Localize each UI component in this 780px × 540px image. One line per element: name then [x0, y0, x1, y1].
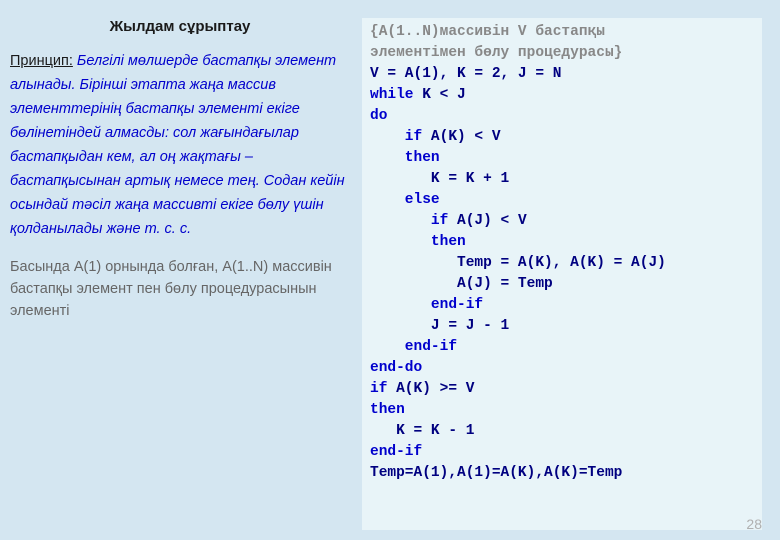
page-number: 28 [746, 516, 762, 532]
principle-text: Белгілі мөлшерде бастапқы элемент алынад… [10, 53, 345, 237]
code-line: then [370, 232, 754, 253]
code-line: end-do [370, 358, 754, 379]
code-line: J = J - 1 [370, 316, 754, 337]
code-line: then [370, 400, 754, 421]
code-line: while K < J [370, 85, 754, 106]
code-line: Temp = A(K), A(K) = A(J) [370, 253, 754, 274]
code-line: V = A(1), K = 2, J = N [370, 64, 754, 85]
code-line: if A(K) < V [370, 127, 754, 148]
code-line: if A(K) >= V [370, 379, 754, 400]
code-line: K = K + 1 [370, 169, 754, 190]
code-line: A(J) = Temp [370, 274, 754, 295]
code-line: else [370, 190, 754, 211]
page-title: Жылдам сұрыптау [10, 18, 350, 35]
left-column: Жылдам сұрыптау Принцип: Белгілі мөлшерд… [10, 18, 362, 530]
code-line: K = K - 1 [370, 421, 754, 442]
code-line: end-if [370, 337, 754, 358]
code-line: Temp=A(1),A(1)=A(K),A(K)=Temp [370, 463, 754, 484]
code-line: then [370, 148, 754, 169]
principle-block: Принцип: Белгілі мөлшерде бастапқы элеме… [10, 49, 350, 241]
code-panel: {A(1..N)массивін V бастапқы элементімен … [362, 18, 762, 530]
principle-label: Принцип: [10, 53, 73, 69]
note-text: Басында А(1) орнында болған, А(1..N) мас… [10, 257, 350, 322]
code-line: end-if [370, 442, 754, 463]
code-line: end-if [370, 295, 754, 316]
code-comment-2: элементімен бөлу процедурасы} [370, 43, 754, 64]
code-line: do [370, 106, 754, 127]
code-line: if A(J) < V [370, 211, 754, 232]
code-comment-1: {A(1..N)массивін V бастапқы [370, 22, 754, 43]
